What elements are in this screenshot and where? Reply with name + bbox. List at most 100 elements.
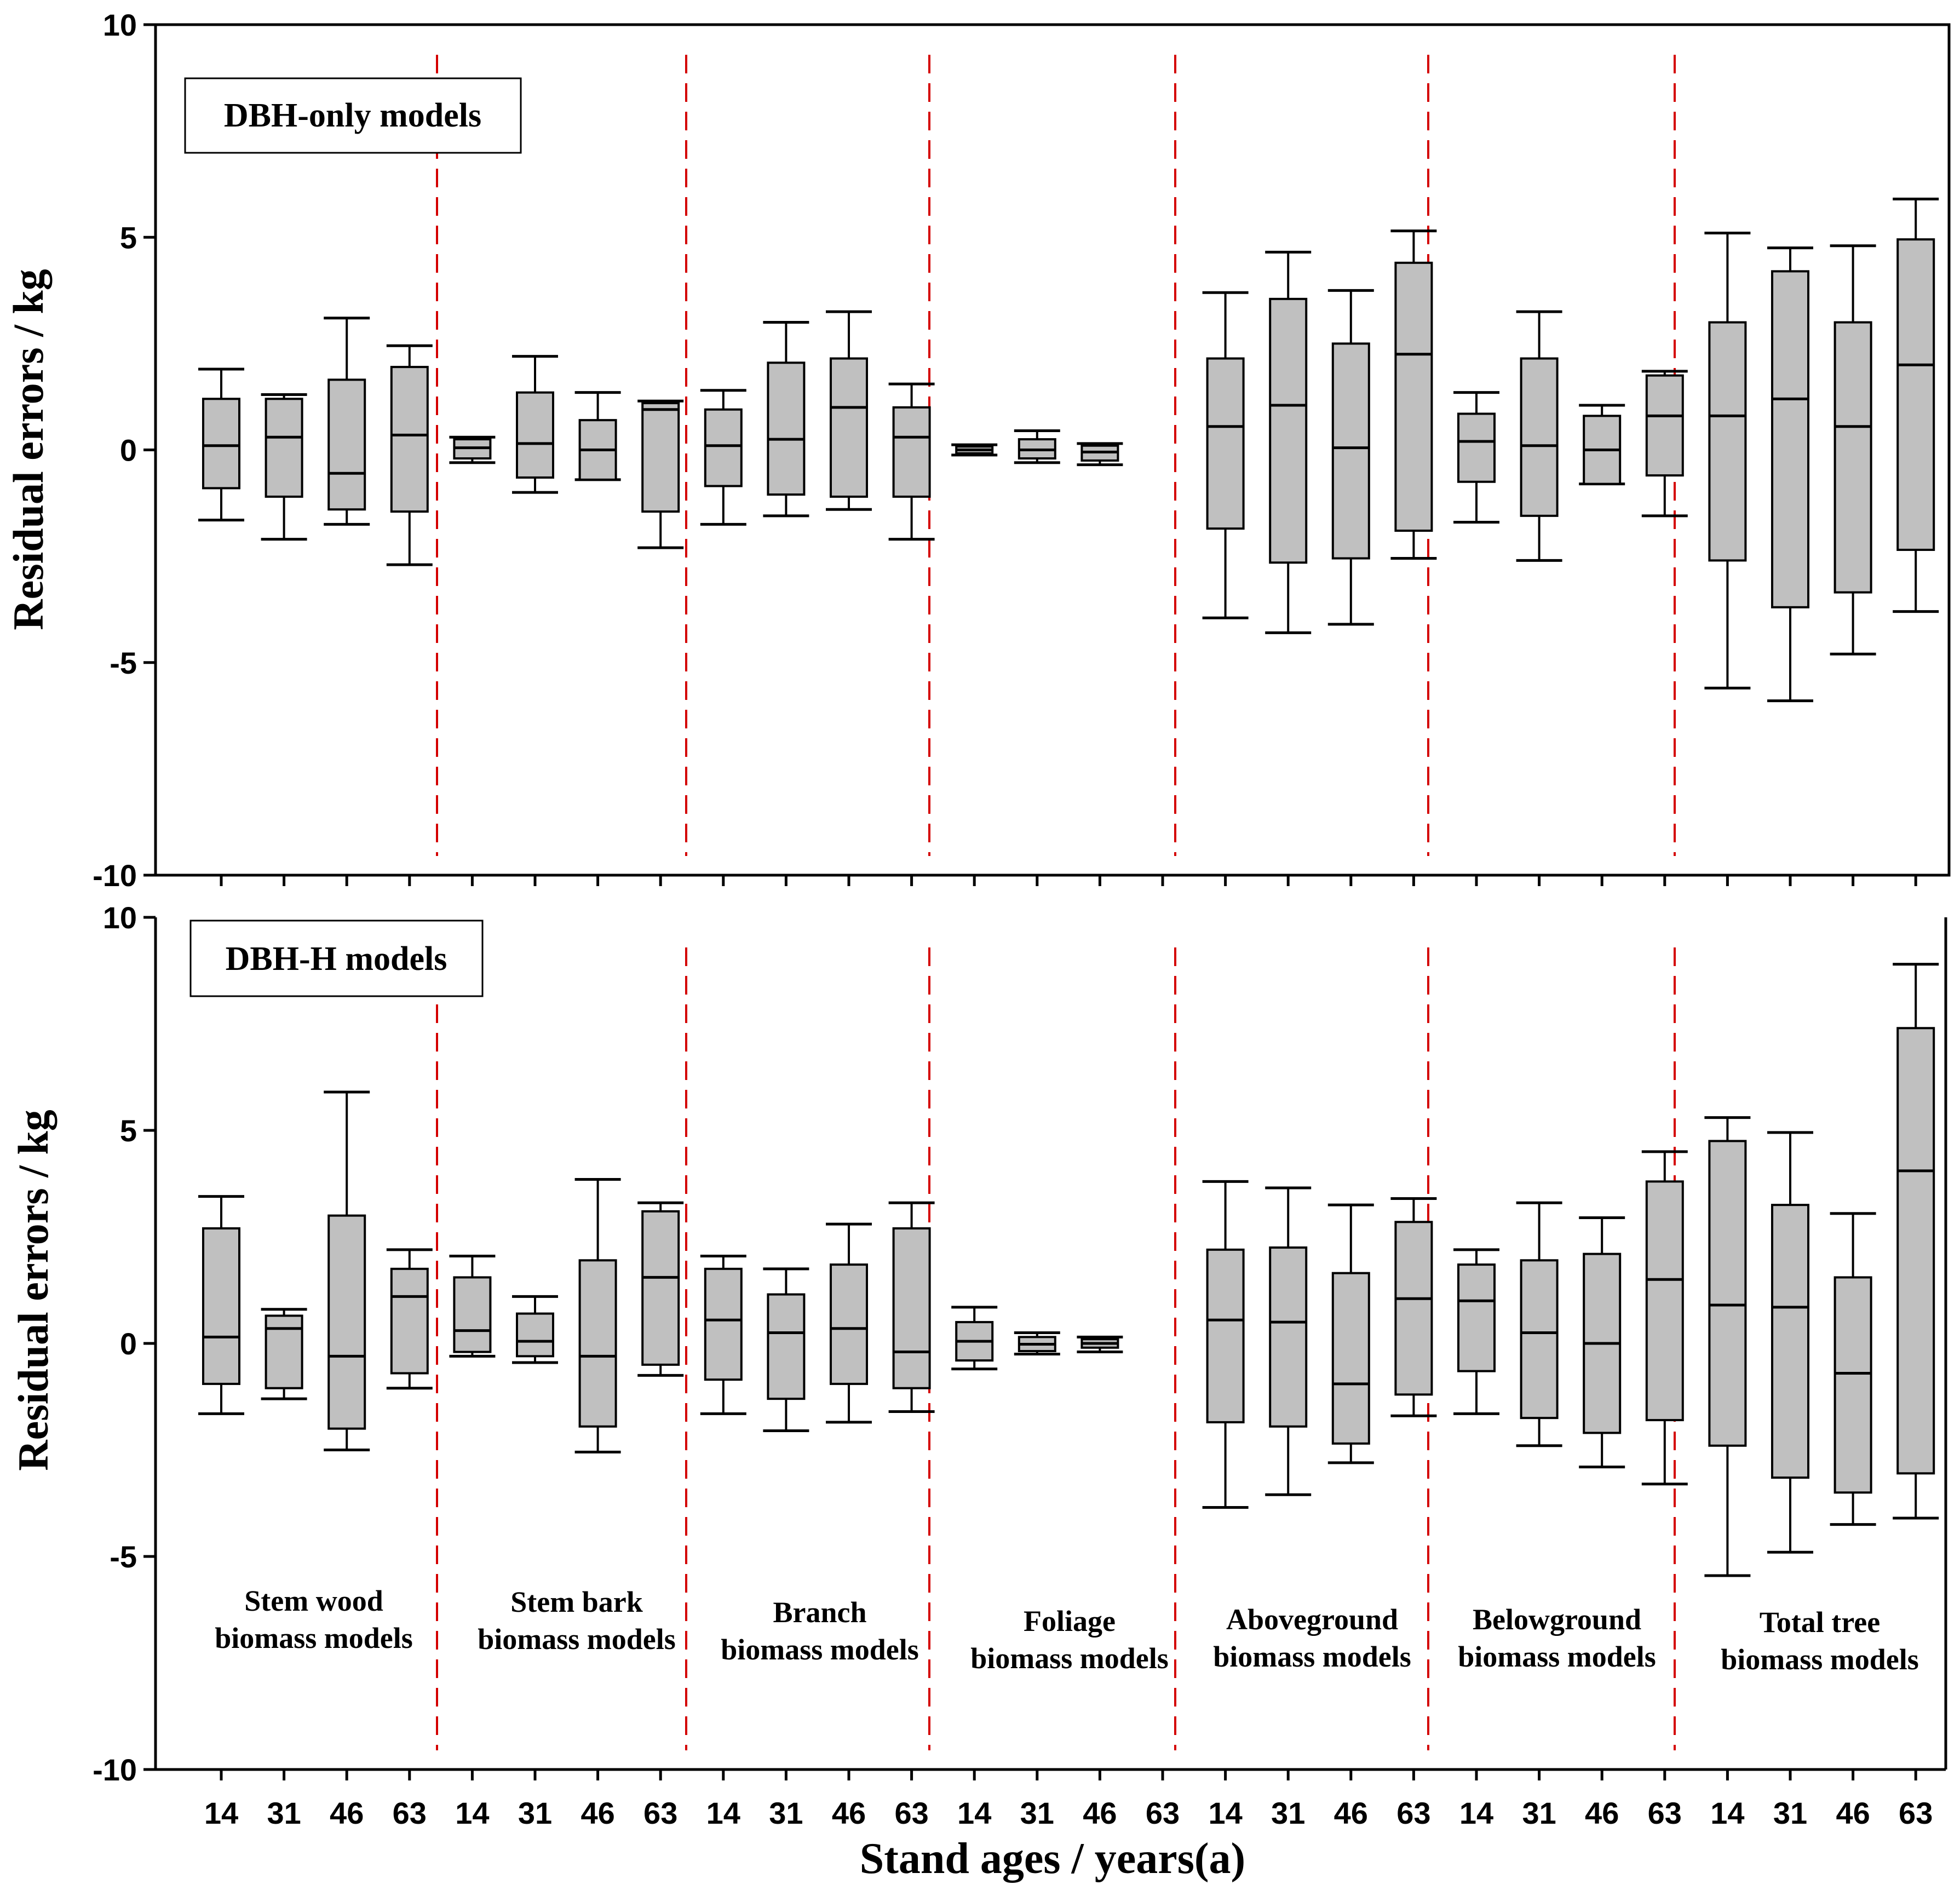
box-2-14: [700, 1255, 746, 1415]
x-tick-label: 14: [204, 1796, 238, 1830]
x-tick-label: 46: [1836, 1796, 1870, 1830]
panel-bottom-group-labels: Stem wood biomass models Stem bark biomass …: [215, 1584, 1919, 1676]
box-2-46: [826, 310, 872, 511]
box-6-31: [1767, 246, 1813, 703]
box-iqr: [1269, 297, 1308, 564]
box-5-31: [1516, 310, 1562, 562]
box-iqr: [1833, 1276, 1872, 1494]
x-tick-label: 14: [455, 1796, 489, 1830]
group-label-line1: Total tree: [1760, 1606, 1880, 1639]
box-iqr: [641, 402, 680, 513]
box-5-46: [1579, 1216, 1625, 1469]
y-tick-label: -10: [93, 1753, 137, 1787]
box-1-14: [449, 1255, 496, 1358]
box-5-14: [1453, 391, 1499, 524]
box-iqr: [704, 1267, 743, 1381]
box-iqr: [830, 1263, 868, 1385]
box-1-46: [574, 1177, 621, 1453]
box-6-14: [1704, 1116, 1751, 1577]
group-label-line2: biomass models: [721, 1633, 919, 1666]
panel-top-boxes: [198, 197, 1939, 703]
box-6-46: [1830, 244, 1876, 656]
box-iqr: [1771, 1204, 1809, 1479]
x-tick-label: 63: [1648, 1796, 1682, 1830]
box-iqr: [1206, 1248, 1245, 1423]
x-tick-label: 31: [267, 1796, 301, 1830]
box-3-46: [1077, 442, 1123, 467]
box-iqr: [327, 1214, 366, 1430]
box-iqr: [202, 1227, 240, 1385]
panel-bottom-yticks: -10 -5 0 5 10: [93, 900, 156, 1787]
box-iqr: [516, 1312, 554, 1358]
x-tick-label: 63: [894, 1796, 928, 1830]
box-2-14: [700, 389, 746, 526]
box-iqr: [578, 1259, 617, 1428]
panel-top-ylabel: Residual errors / kg: [4, 269, 52, 630]
panel-bottom-title: DBH-H models: [226, 940, 447, 978]
box-0-63: [386, 344, 433, 566]
group-label-line2: biomass models: [1721, 1643, 1919, 1676]
box-iqr: [1896, 1027, 1935, 1475]
box-0-46: [324, 317, 370, 526]
box-3-46: [1077, 1335, 1123, 1354]
panel-top: -10 -5 0 5 10 DBH-only models Residual error…: [4, 8, 1951, 893]
box-6-46: [1830, 1212, 1876, 1526]
box-4-46: [1327, 289, 1374, 626]
box-iqr: [516, 391, 554, 479]
box-5-14: [1453, 1248, 1499, 1415]
box-0-31: [261, 1308, 307, 1400]
panel-bottom-title-frame: [189, 920, 484, 997]
y-tick-label: 0: [120, 433, 137, 468]
group-label-line1: Foliage: [1024, 1605, 1116, 1638]
box-6-14: [1704, 231, 1751, 690]
group-label-line2: biomass models: [478, 1623, 676, 1656]
group-label-line1: Stem bark: [510, 1585, 643, 1618]
box-3-14: [951, 1306, 998, 1371]
x-tick-label: 14: [1459, 1796, 1493, 1830]
box-iqr: [704, 408, 743, 487]
box-iqr: [767, 361, 806, 496]
x-tick-label: 46: [1334, 1796, 1368, 1830]
y-tick-label: 10: [103, 8, 137, 42]
box-4-14: [1202, 291, 1249, 619]
x-tick-label: 46: [330, 1796, 364, 1830]
box-iqr: [390, 1267, 429, 1375]
box-iqr: [1331, 1272, 1370, 1445]
x-tick-label: 14: [1710, 1796, 1744, 1830]
x-tick-label: 46: [1585, 1796, 1619, 1830]
box-2-31: [763, 321, 809, 518]
x-tick-label: 31: [518, 1796, 552, 1830]
box-4-63: [1390, 229, 1437, 560]
y-tick-label: 0: [120, 1326, 137, 1361]
x-tick-label: 46: [832, 1796, 866, 1830]
box-5-46: [1579, 404, 1625, 486]
box-iqr: [1394, 1221, 1433, 1396]
y-tick-label: 5: [120, 220, 137, 255]
box-0-46: [324, 1090, 370, 1451]
box-iqr: [1331, 342, 1370, 560]
y-tick-label: -5: [110, 646, 137, 680]
box-iqr: [1269, 1246, 1308, 1428]
panel-bottom-xticks: 14 31 46 63 14 31 46 63 14 31 46 63 14 31 46 63 14 31 46 63…: [204, 1769, 1933, 1830]
box-6-31: [1767, 1131, 1813, 1554]
panel-bottom-ylabel: Residual errors / kg: [9, 1110, 57, 1470]
panel-top-title-frame: [184, 77, 522, 154]
box-iqr: [265, 398, 303, 498]
x-tick-label: 31: [1020, 1796, 1054, 1830]
group-label-line1: Stem wood: [244, 1584, 383, 1617]
box-0-14: [198, 1195, 244, 1415]
box-iqr: [265, 1314, 303, 1389]
x-tick-label: 14: [957, 1796, 991, 1830]
box-3-14: [951, 443, 998, 457]
box-iqr: [641, 1210, 680, 1366]
box-3-31: [1014, 429, 1060, 464]
x-axis-label: Stand ages / years(a): [860, 1835, 1245, 1883]
box-iqr: [1833, 321, 1872, 594]
box-iqr: [1771, 270, 1809, 608]
box-iqr: [1394, 261, 1433, 532]
box-1-63: [637, 399, 684, 549]
box-2-63: [888, 382, 935, 541]
group-label-line2: biomass models: [1213, 1640, 1411, 1673]
box-4-14: [1202, 1180, 1249, 1509]
box-iqr: [767, 1293, 806, 1400]
